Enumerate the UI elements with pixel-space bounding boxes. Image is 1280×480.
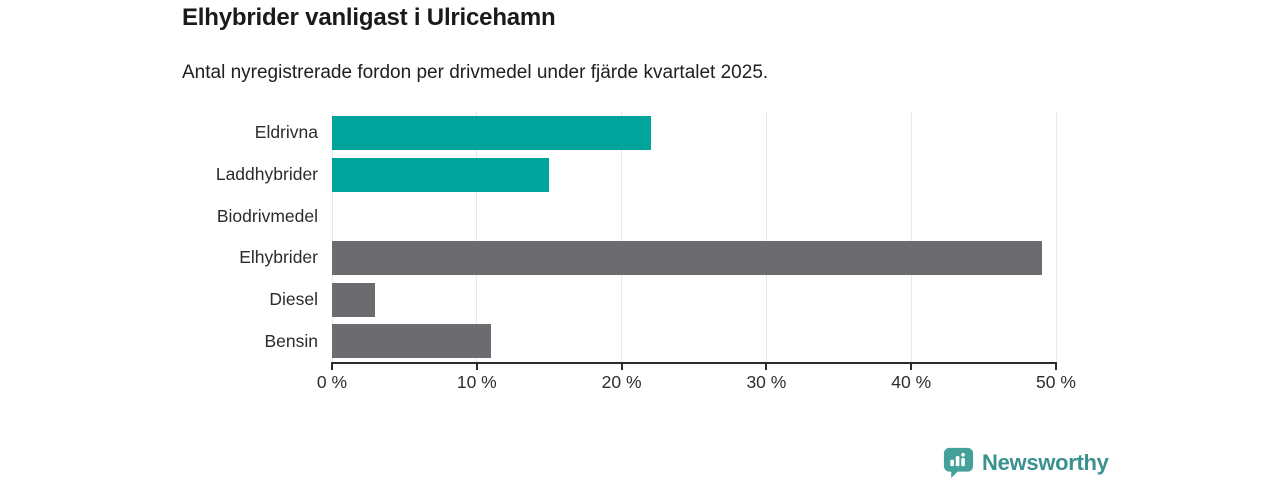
gridline-20 xyxy=(621,112,623,362)
x-axis-tick-labels: 0 % 10 % 20 % 30 % 40 % 50 % xyxy=(317,372,1076,396)
chart-row-diesel: Diesel xyxy=(100,279,1056,321)
chart-row-bensin: Bensin xyxy=(100,320,1056,362)
axis-tick-20 xyxy=(620,364,623,370)
axis-tick-10 xyxy=(475,364,478,370)
bar-eldrivna xyxy=(332,115,651,150)
bar-elhybrider xyxy=(332,240,1042,275)
axis-tick-label-50: 50 % xyxy=(1036,372,1076,392)
plot-gridlines xyxy=(331,112,1057,362)
bar-track-laddhybrider xyxy=(332,154,1056,196)
axis-tick-30 xyxy=(765,364,768,370)
bar-track-elhybrider xyxy=(332,237,1056,279)
chart-subtitle: Antal nyregistrerade fordon per drivmede… xyxy=(182,62,769,83)
chart-row-biodrivmedel: Biodrivmedel xyxy=(100,195,1056,237)
x-axis-line xyxy=(331,362,1057,364)
gridline-40 xyxy=(910,112,912,362)
category-label-laddhybrider: Laddhybrider xyxy=(215,164,318,184)
gridline-30 xyxy=(765,112,767,362)
bar-bensin xyxy=(332,324,492,359)
bar-laddhybrider xyxy=(332,157,550,192)
category-label-diesel: Diesel xyxy=(269,289,318,310)
bar-track-diesel xyxy=(332,279,1056,321)
axis-tick-label-0: 0 % xyxy=(316,372,348,392)
category-label-bensin: Bensin xyxy=(264,330,318,351)
bar-track-eldrivna xyxy=(332,112,1056,154)
newsworthy-branding: Newsworthy xyxy=(943,447,1109,478)
axis-tick-40 xyxy=(910,364,913,370)
chart-row-laddhybrider: Laddhybrider xyxy=(100,154,1056,196)
newsworthy-logo-icon xyxy=(943,447,974,478)
chart-row-elhybrider: Elhybrider xyxy=(100,237,1056,279)
chart-title: Elhybrider vanligast i Ulricehamn xyxy=(182,4,556,31)
axis-tick-label-10: 10 % xyxy=(456,372,497,392)
category-label-elhybrider: Elhybrider xyxy=(239,247,318,268)
chart-row-eldrivna: Eldrivna xyxy=(100,112,1056,154)
axis-tick-label-40: 40 % xyxy=(891,372,932,392)
bar-rows: Eldrivna Laddhybrider Biodrivmedel Elhybrid… xyxy=(100,112,1056,362)
bar-diesel xyxy=(332,282,376,317)
category-label-biodrivmedel: Biodrivmedel xyxy=(216,205,318,226)
bar-track-bensin xyxy=(332,320,1056,362)
axis-tick-label-30: 30 % xyxy=(746,372,787,392)
gridline-0 xyxy=(331,112,333,362)
bar-track-biodrivmedel xyxy=(332,195,1056,237)
newsworthy-logo-text: Newsworthy xyxy=(982,449,1109,475)
category-label-eldrivna: Eldrivna xyxy=(254,122,318,143)
gridline-50 xyxy=(1055,112,1057,362)
axis-tick-0 xyxy=(331,364,333,370)
axis-tick-label-20: 20 % xyxy=(601,372,642,392)
axis-tick-50 xyxy=(1055,364,1057,370)
gridline-10 xyxy=(476,112,478,362)
